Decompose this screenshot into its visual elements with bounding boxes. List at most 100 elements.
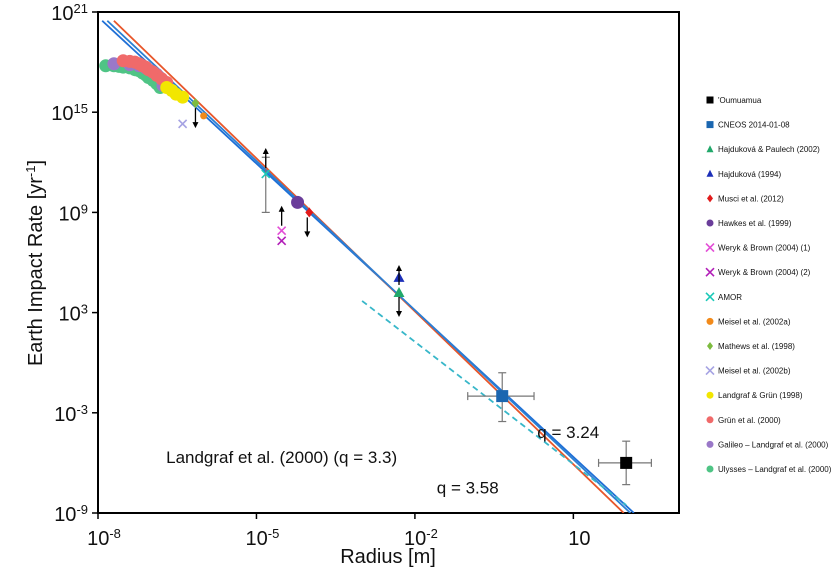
x-tick-label: 10-8 [87, 526, 121, 551]
legend-label: Galileo – Landgraf et al. (2000) [718, 440, 829, 449]
legend-item: AMOR [705, 292, 742, 302]
limit-arrow-head [396, 264, 403, 271]
circle-marker [706, 416, 714, 424]
y-tick-label: 109 [59, 201, 88, 226]
y-axis-title-main: Earth Impact Rate [yr [25, 177, 47, 366]
legend-label: Weryk & Brown (2004) (2) [718, 268, 811, 277]
legend-item: CNEOS 2014-01-08 [706, 121, 790, 130]
series-mathews-et-al-1998 [191, 98, 200, 129]
diamond-marker [707, 342, 713, 350]
series-weryk-brown-2004-2 [277, 236, 287, 246]
series-landgraf-gr-n-1998 [160, 81, 190, 104]
legend-item: Meisel et al. (2002a) [706, 317, 791, 326]
x-tick-label-base: 10 [246, 528, 268, 550]
legend-label: Meisel et al. (2002b) [718, 367, 791, 376]
circle-marker [706, 391, 714, 399]
plot-area [97, 11, 680, 514]
series-weryk-brown-2004-1 [277, 226, 287, 236]
x-marker [261, 169, 271, 179]
series-musci-et-al-2012 [305, 207, 314, 218]
series-hajdukov-paulech-2002 [393, 264, 405, 317]
legend: 'Oumuamua CNEOS 2014-01-08 Hajduková & Pau… [705, 96, 831, 474]
legend-label: Hajduková (1994) [718, 170, 781, 179]
triangle-marker [393, 286, 405, 297]
x-tick-label-exp: -2 [426, 526, 438, 541]
plot-frame [97, 11, 680, 514]
x-marker [705, 243, 715, 253]
y-tick-label-base: 10 [54, 404, 76, 426]
circle-marker [706, 219, 714, 227]
legend-item: Musci et al. (2012) [707, 194, 784, 203]
circle-marker [200, 112, 208, 120]
fit-line [361, 300, 627, 506]
series-amor [261, 147, 271, 213]
circle-marker [706, 440, 714, 448]
y-tick-label-exp: 9 [81, 201, 88, 216]
circle-marker [706, 317, 714, 325]
circle-marker [176, 90, 190, 104]
series-meisel-et-al-2002a [200, 112, 208, 120]
y-tick-label-exp: 15 [74, 101, 88, 116]
x-tick-label-base: 10 [87, 528, 109, 550]
legend-label: 'Oumuamua [718, 96, 762, 105]
x-tick-label-base: 10 [404, 528, 426, 550]
y-axis-title: Earth Impact Rate [yr-1] [23, 160, 48, 366]
series-cneos-2014-01-08 [467, 372, 535, 423]
square-marker [496, 390, 509, 403]
x-marker [705, 267, 715, 277]
y-tick-label-exp: 21 [74, 1, 88, 16]
y-axis-title-sup: -1 [23, 166, 38, 178]
x-marker [277, 236, 287, 246]
legend-label: CNEOS 2014-01-08 [718, 121, 790, 130]
x-marker [705, 366, 715, 376]
legend-item: Meisel et al. (2002b) [705, 366, 791, 376]
limit-arrow-head [262, 147, 269, 154]
limit-arrow-head [192, 122, 199, 129]
legend-label: Grün et al. (2000) [718, 416, 781, 425]
legend-item: Weryk & Brown (2004) (1) [705, 243, 811, 253]
circle-marker [706, 465, 714, 473]
triangle-marker [706, 145, 714, 153]
legend-item: Hajduková (1994) [706, 169, 781, 179]
square-marker [706, 96, 714, 104]
diamond-marker [191, 98, 200, 109]
annotation-label: q = 3.58 [437, 478, 499, 497]
x-tick-label: 10 [568, 528, 590, 550]
legend-label: Hawkes et al. (1999) [718, 219, 792, 228]
annotations: q = 3.24 Landgraf et al. (2000) (q = 3.3)… [166, 423, 599, 497]
legend-item: Grün et al. (2000) [706, 416, 781, 425]
legend-item: 'Oumuamua [706, 96, 762, 105]
series-hawkes-et-al-1999 [291, 195, 305, 209]
legend-label: Musci et al. (2012) [718, 194, 784, 203]
circle-marker [291, 195, 305, 209]
legend-label: Ulysses – Landgraf et al. (2000) [718, 465, 831, 474]
legend-label: Meisel et al. (2002a) [718, 317, 791, 326]
legend-item: Weryk & Brown (2004) (2) [705, 267, 811, 277]
legend-item: Hawkes et al. (1999) [706, 219, 792, 228]
x-tick-label: 10-5 [246, 526, 280, 551]
triangle-marker [706, 169, 714, 177]
y-tick-label-exp: -9 [76, 502, 88, 517]
legend-label: Hajduková & Paulech (2002) [718, 145, 820, 154]
annotation-label: q = 3.24 [537, 423, 599, 442]
legend-item: Hajduková & Paulech (2002) [706, 145, 820, 154]
diamond-marker [707, 194, 713, 203]
x-marker [705, 292, 715, 302]
legend-label: AMOR [718, 293, 742, 302]
legend-item: Ulysses – Landgraf et al. (2000) [706, 465, 831, 474]
y-tick-label: 1015 [51, 101, 88, 126]
x-marker [178, 119, 188, 129]
annotation-label: Landgraf et al. (2000) (q = 3.3) [166, 448, 397, 467]
y-tick-label: 1021 [51, 1, 88, 26]
legend-item: Landgraf & Grün (1998) [706, 391, 803, 400]
legend-item: Galileo – Landgraf et al. (2000) [706, 440, 829, 449]
legend-label: Mathews et al. (1998) [718, 342, 795, 351]
x-tick-label-exp: -5 [268, 526, 280, 541]
y-tick-label-exp: -3 [76, 401, 88, 416]
series-oumuamua [597, 440, 652, 486]
y-tick-label: 103 [59, 301, 88, 326]
y-tick-label-base: 10 [59, 203, 81, 225]
y-tick-label: 10-3 [54, 401, 88, 426]
x-tick-label-exp: -8 [109, 526, 121, 541]
